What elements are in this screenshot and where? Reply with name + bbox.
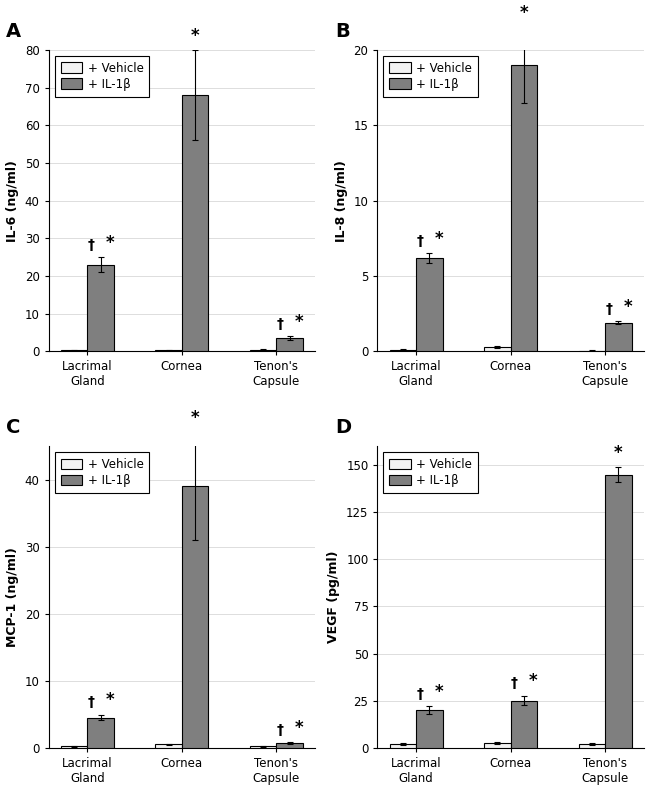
Legend: + Vehicle, + IL-1β: + Vehicle, + IL-1β [384,452,478,493]
Legend: + Vehicle, + IL-1β: + Vehicle, + IL-1β [384,56,478,97]
Text: †: † [606,302,612,316]
Bar [182,486,209,747]
Bar [484,743,511,747]
Bar [87,717,114,747]
Bar [276,339,303,351]
Text: *: * [106,234,114,252]
Bar [416,258,443,351]
Bar [155,350,182,351]
Bar [389,350,416,351]
Text: D: D [335,418,351,437]
Text: *: * [434,683,443,701]
Text: *: * [434,230,443,248]
Bar [511,701,537,747]
Y-axis label: MCP-1 (ng/ml): MCP-1 (ng/ml) [6,547,20,647]
Bar [389,744,416,747]
Bar [61,350,87,351]
Bar [182,95,209,351]
Bar [87,265,114,351]
Text: *: * [295,718,304,736]
Y-axis label: VEGF (pg/ml): VEGF (pg/ml) [328,551,341,643]
Text: *: * [106,691,114,710]
Text: †: † [511,676,518,691]
Legend: + Vehicle, + IL-1β: + Vehicle, + IL-1β [55,452,150,493]
Text: *: * [191,27,200,44]
Bar [250,350,276,351]
Text: *: * [519,4,528,22]
Bar [605,475,632,747]
Bar [416,710,443,747]
Text: †: † [88,238,94,252]
Bar [578,744,605,747]
Text: B: B [335,22,350,41]
Text: *: * [191,410,200,427]
Text: †: † [417,687,423,701]
Text: *: * [295,313,304,331]
Bar [484,347,511,351]
Text: *: * [529,672,538,691]
Bar [605,323,632,351]
Text: †: † [277,317,283,331]
Bar [511,65,537,351]
Text: †: † [88,695,94,710]
Text: A: A [6,22,21,41]
Text: C: C [6,418,21,437]
Bar [155,744,182,747]
Text: *: * [623,298,632,316]
Text: †: † [277,723,283,736]
Y-axis label: IL-6 (ng/ml): IL-6 (ng/ml) [6,160,20,242]
Legend: + Vehicle, + IL-1β: + Vehicle, + IL-1β [55,56,150,97]
Text: †: † [417,234,423,248]
Text: *: * [614,444,623,462]
Y-axis label: IL-8 (ng/ml): IL-8 (ng/ml) [335,160,348,242]
Bar [276,743,303,747]
